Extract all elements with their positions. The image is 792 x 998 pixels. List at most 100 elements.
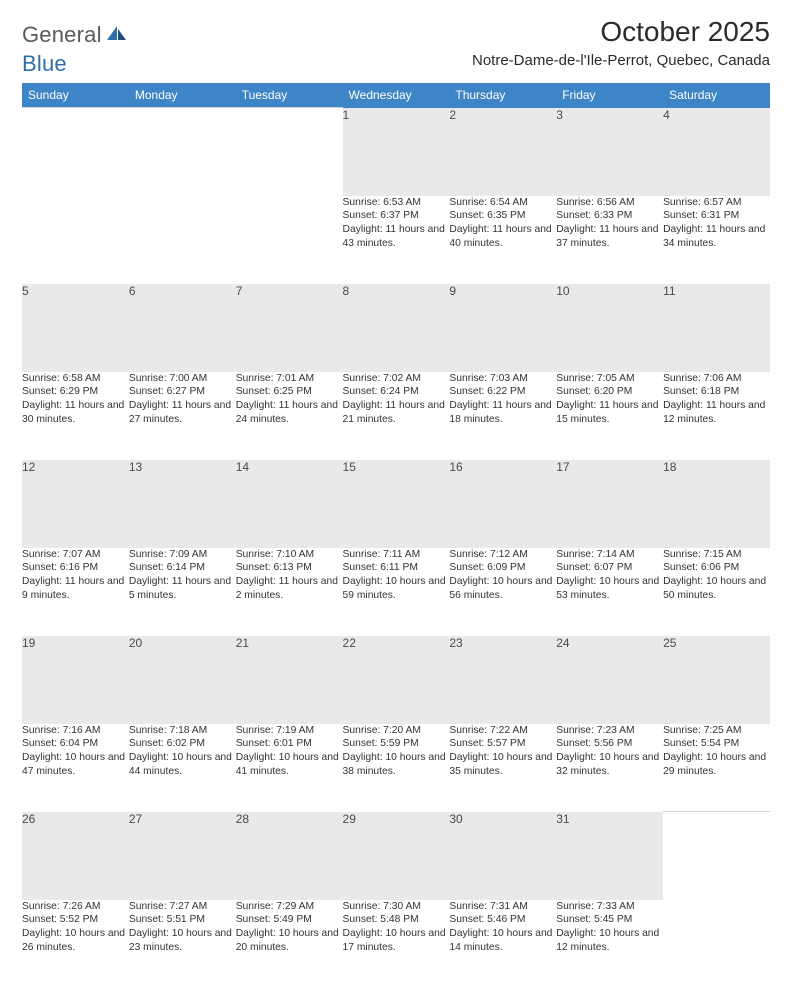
day-content-cell: Sunrise: 7:01 AMSunset: 6:25 PMDaylight:… [236,372,343,460]
day-content-cell: Sunrise: 7:02 AMSunset: 6:24 PMDaylight:… [343,372,450,460]
day-content-cell: Sunrise: 7:09 AMSunset: 6:14 PMDaylight:… [129,548,236,636]
sunrise-text: Sunrise: 6:58 AM [22,372,129,386]
day-number-cell: 6 [129,284,236,372]
sunset-text: Sunset: 6:13 PM [236,561,343,575]
daylight-text: Daylight: 10 hours and 44 minutes. [129,751,236,779]
daylight-text: Daylight: 10 hours and 29 minutes. [663,751,770,779]
day-number-cell: 29 [343,812,450,900]
sunrise-text: Sunrise: 7:31 AM [449,900,556,914]
day-number-row: 1234 [22,108,770,196]
daylight-text: Daylight: 11 hours and 2 minutes. [236,575,343,603]
day-content-cell: Sunrise: 7:16 AMSunset: 6:04 PMDaylight:… [22,724,129,812]
day-number-cell: 19 [22,636,129,724]
sunset-text: Sunset: 6:20 PM [556,385,663,399]
daylight-text: Daylight: 11 hours and 37 minutes. [556,223,663,251]
sunrise-text: Sunrise: 7:33 AM [556,900,663,914]
day-number-cell: 21 [236,636,343,724]
daylight-text: Daylight: 11 hours and 15 minutes. [556,399,663,427]
day-number-cell: 24 [556,636,663,724]
day-number-row: 262728293031 [22,812,770,900]
day-number-row: 12131415161718 [22,460,770,548]
sunrise-text: Sunrise: 7:20 AM [343,724,450,738]
day-number-cell: 10 [556,284,663,372]
sunset-text: Sunset: 5:51 PM [129,913,236,927]
day-content-cell: Sunrise: 7:33 AMSunset: 5:45 PMDaylight:… [556,900,663,988]
sunset-text: Sunset: 6:24 PM [343,385,450,399]
sunrise-text: Sunrise: 7:23 AM [556,724,663,738]
sunrise-text: Sunrise: 6:57 AM [663,196,770,210]
day-content-row: Sunrise: 7:26 AMSunset: 5:52 PMDaylight:… [22,900,770,988]
day-content-cell: Sunrise: 7:12 AMSunset: 6:09 PMDaylight:… [449,548,556,636]
day-content-cell: Sunrise: 7:20 AMSunset: 5:59 PMDaylight:… [343,724,450,812]
sunrise-text: Sunrise: 7:05 AM [556,372,663,386]
day-content-cell: Sunrise: 7:19 AMSunset: 6:01 PMDaylight:… [236,724,343,812]
daylight-text: Daylight: 11 hours and 34 minutes. [663,223,770,251]
sunrise-text: Sunrise: 7:18 AM [129,724,236,738]
daylight-text: Daylight: 11 hours and 5 minutes. [129,575,236,603]
sunset-text: Sunset: 6:31 PM [663,209,770,223]
day-number-cell: 12 [22,460,129,548]
day-content-row: Sunrise: 7:16 AMSunset: 6:04 PMDaylight:… [22,724,770,812]
calendar-header-row: SundayMondayTuesdayWednesdayThursdayFrid… [22,83,770,108]
sunrise-text: Sunrise: 7:30 AM [343,900,450,914]
sunset-text: Sunset: 5:52 PM [22,913,129,927]
sunset-text: Sunset: 5:48 PM [343,913,450,927]
day-content-cell: Sunrise: 7:23 AMSunset: 5:56 PMDaylight:… [556,724,663,812]
daylight-text: Daylight: 10 hours and 53 minutes. [556,575,663,603]
sunset-text: Sunset: 6:35 PM [449,209,556,223]
day-number-row: 567891011 [22,284,770,372]
calendar-body: 1234Sunrise: 6:53 AMSunset: 6:37 PMDayli… [22,108,770,988]
day-number-cell: 26 [22,812,129,900]
sunrise-text: Sunrise: 7:00 AM [129,372,236,386]
sunset-text: Sunset: 5:59 PM [343,737,450,751]
day-content-cell: Sunrise: 7:06 AMSunset: 6:18 PMDaylight:… [663,372,770,460]
day-number-cell [129,108,236,196]
day-number-cell: 13 [129,460,236,548]
sunset-text: Sunset: 6:33 PM [556,209,663,223]
sunset-text: Sunset: 6:25 PM [236,385,343,399]
daylight-text: Daylight: 10 hours and 47 minutes. [22,751,129,779]
sunset-text: Sunset: 5:46 PM [449,913,556,927]
sunset-text: Sunset: 6:27 PM [129,385,236,399]
daylight-text: Daylight: 10 hours and 50 minutes. [663,575,770,603]
day-content-cell: Sunrise: 6:54 AMSunset: 6:35 PMDaylight:… [449,196,556,284]
day-content-cell [236,196,343,284]
sunrise-text: Sunrise: 7:10 AM [236,548,343,562]
sunset-text: Sunset: 6:18 PM [663,385,770,399]
daylight-text: Daylight: 10 hours and 23 minutes. [129,927,236,955]
daylight-text: Daylight: 11 hours and 40 minutes. [449,223,556,251]
sunrise-text: Sunrise: 7:16 AM [22,724,129,738]
day-content-cell: Sunrise: 7:11 AMSunset: 6:11 PMDaylight:… [343,548,450,636]
calendar-table: SundayMondayTuesdayWednesdayThursdayFrid… [22,83,770,988]
weekday-header: Monday [129,83,236,108]
day-number-cell: 30 [449,812,556,900]
weekday-header: Sunday [22,83,129,108]
day-number-cell: 18 [663,460,770,548]
daylight-text: Daylight: 10 hours and 12 minutes. [556,927,663,955]
day-number-cell: 27 [129,812,236,900]
sunset-text: Sunset: 5:49 PM [236,913,343,927]
day-number-cell: 1 [343,108,450,196]
day-content-cell: Sunrise: 7:27 AMSunset: 5:51 PMDaylight:… [129,900,236,988]
daylight-text: Daylight: 10 hours and 35 minutes. [449,751,556,779]
sunrise-text: Sunrise: 7:09 AM [129,548,236,562]
day-content-row: Sunrise: 7:07 AMSunset: 6:16 PMDaylight:… [22,548,770,636]
location-text: Notre-Dame-de-l'Ile-Perrot, Quebec, Cana… [472,52,770,69]
brand-logo: General [22,22,130,48]
sunset-text: Sunset: 5:57 PM [449,737,556,751]
day-content-cell: Sunrise: 7:07 AMSunset: 6:16 PMDaylight:… [22,548,129,636]
day-content-cell [663,900,770,988]
day-content-cell: Sunrise: 7:00 AMSunset: 6:27 PMDaylight:… [129,372,236,460]
sunset-text: Sunset: 6:02 PM [129,737,236,751]
daylight-text: Daylight: 10 hours and 38 minutes. [343,751,450,779]
day-number-cell: 14 [236,460,343,548]
sunset-text: Sunset: 5:56 PM [556,737,663,751]
daylight-text: Daylight: 11 hours and 24 minutes. [236,399,343,427]
weekday-header: Wednesday [343,83,450,108]
day-number-row: 19202122232425 [22,636,770,724]
sunrise-text: Sunrise: 7:06 AM [663,372,770,386]
sunrise-text: Sunrise: 7:15 AM [663,548,770,562]
sunrise-text: Sunrise: 7:29 AM [236,900,343,914]
daylight-text: Daylight: 11 hours and 30 minutes. [22,399,129,427]
sunrise-text: Sunrise: 7:07 AM [22,548,129,562]
